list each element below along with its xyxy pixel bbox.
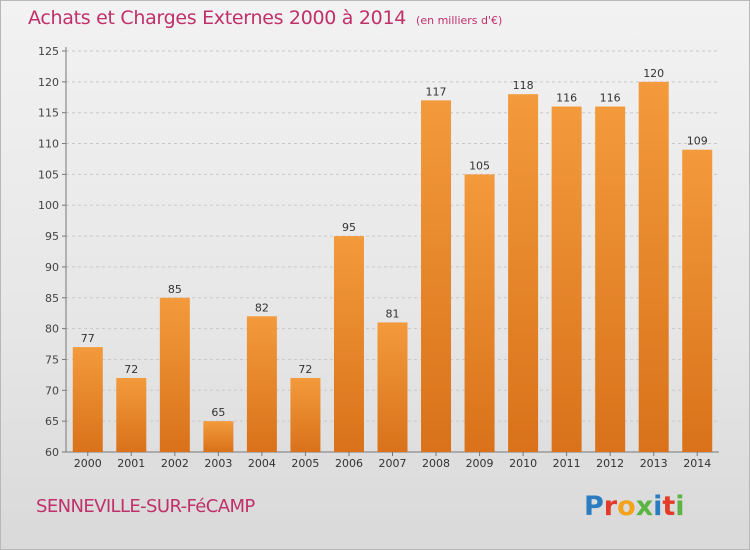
bar-value-label: 118 (513, 79, 534, 92)
logo-letter: i (653, 491, 663, 522)
bar-2013 (638, 81, 669, 452)
x-tick-label: 2010 (509, 457, 537, 470)
y-tick-label: 60 (45, 446, 59, 459)
bar-value-label: 72 (124, 363, 138, 376)
bar-value-label: 82 (255, 301, 269, 314)
bar-value-label: 65 (211, 406, 225, 419)
y-tick-label: 65 (45, 415, 59, 428)
bar-2014 (682, 149, 713, 452)
x-tick-label: 2003 (204, 457, 232, 470)
logo-letter: P (584, 491, 604, 522)
x-tick-label: 2005 (291, 457, 319, 470)
bar-value-label: 77 (81, 332, 95, 345)
x-tick-label: 2004 (248, 457, 276, 470)
y-tick-label: 75 (45, 353, 59, 366)
y-tick-label: 85 (45, 292, 59, 305)
x-tick-label: 2006 (335, 457, 363, 470)
logo-letter: t (662, 491, 676, 522)
bar-2006 (333, 236, 364, 452)
x-tick-label: 2011 (553, 457, 581, 470)
y-tick-label: 120 (38, 76, 59, 89)
bar-value-label: 105 (469, 159, 490, 172)
bar-2007 (377, 322, 408, 452)
chart-unit: (en milliers d'€) (416, 14, 503, 27)
logo-letter: i (675, 491, 685, 522)
bar-value-label: 117 (426, 85, 447, 98)
y-tick-label: 95 (45, 230, 59, 243)
bar-2008 (421, 100, 452, 452)
x-tick-label: 2014 (683, 457, 711, 470)
bar-2001 (116, 377, 147, 452)
bar-value-label: 109 (687, 135, 708, 148)
bar-2003 (203, 421, 234, 452)
bar-value-label: 95 (342, 221, 356, 234)
bar-value-label: 85 (168, 283, 182, 296)
bar-value-label: 72 (298, 363, 312, 376)
y-tick-label: 105 (38, 168, 59, 181)
x-tick-label: 2001 (117, 457, 145, 470)
y-tick-label: 115 (38, 107, 59, 120)
bar-2011 (551, 106, 582, 453)
y-tick-label: 70 (45, 384, 59, 397)
logo-letter: o (617, 491, 636, 522)
logo-letter: r (603, 491, 618, 522)
chart-title-text: Achats et Charges Externes 2000 à 2014 (28, 7, 407, 29)
y-tick-label: 125 (38, 45, 59, 58)
x-tick-label: 2013 (640, 457, 668, 470)
bar-2009 (464, 174, 495, 452)
x-tick-label: 2009 (466, 457, 494, 470)
y-tick-label: 80 (45, 323, 59, 336)
bar-2005 (290, 377, 321, 452)
x-tick-label: 2007 (379, 457, 407, 470)
bar-2004 (246, 316, 277, 452)
bar-2012 (595, 106, 626, 453)
bar-value-label: 116 (600, 92, 621, 105)
bar-2002 (159, 297, 190, 452)
place-name: SENNEVILLE-SUR-FéCAMP (36, 496, 255, 517)
chart-title: Achats et Charges Externes 2000 à 2014 (e… (28, 7, 502, 29)
logo-letter: x (635, 491, 654, 522)
bar-2000 (72, 347, 103, 452)
x-tick-label: 2000 (74, 457, 102, 470)
proxiti-logo: Proxiti (584, 491, 685, 522)
y-tick-label: 110 (38, 138, 59, 151)
bar-value-label: 81 (386, 307, 400, 320)
y-tick-label: 100 (38, 199, 59, 212)
bar-value-label: 120 (643, 67, 664, 80)
y-tick-label: 90 (45, 261, 59, 274)
x-tick-label: 2008 (422, 457, 450, 470)
bar-2010 (508, 94, 539, 452)
x-tick-label: 2012 (596, 457, 624, 470)
x-tick-label: 2002 (161, 457, 189, 470)
bar-value-label: 116 (556, 92, 577, 105)
